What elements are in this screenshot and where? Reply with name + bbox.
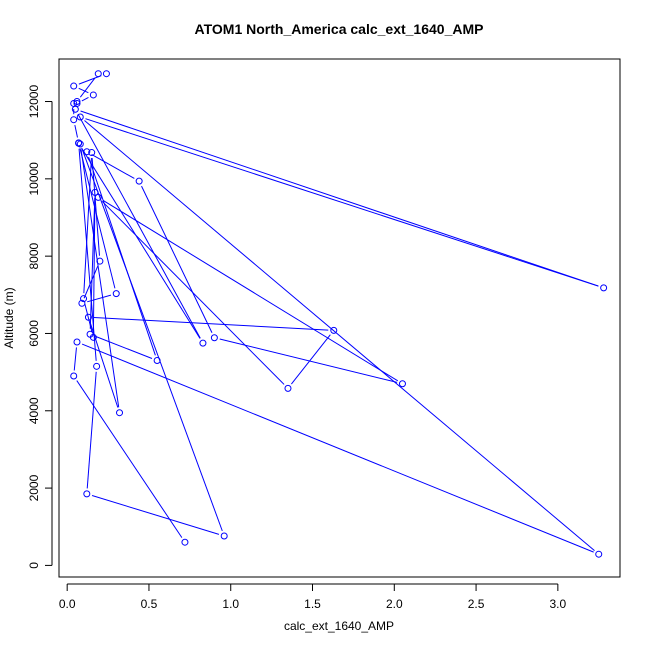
data-point <box>220 532 228 540</box>
data-point <box>73 98 81 106</box>
data-point <box>153 357 161 365</box>
data-point <box>116 409 124 417</box>
series-segment <box>84 120 595 552</box>
data-point <box>284 384 292 392</box>
series-segment <box>77 113 201 339</box>
data-point <box>398 380 406 388</box>
data-point <box>330 326 338 334</box>
series-segment <box>91 495 220 535</box>
series-segment <box>76 380 183 538</box>
data-point <box>96 257 104 265</box>
y-tick-label: 0 <box>27 562 41 569</box>
data-point <box>73 338 81 346</box>
data-point <box>181 538 189 546</box>
y-axis-label: Altitude (m) <box>2 287 16 348</box>
data-point <box>83 148 91 156</box>
data-point <box>210 334 218 342</box>
x-tick-label: 1.5 <box>304 597 321 611</box>
series-segment <box>78 87 89 94</box>
data-point <box>76 140 84 148</box>
y-axis: 0 2000 4000 6000 8000 10000 12000 <box>27 85 53 569</box>
series-segment <box>92 197 96 332</box>
y-tick-label: 4000 <box>27 397 41 424</box>
series-segment <box>81 147 201 339</box>
series-segment <box>73 347 77 371</box>
series-segment <box>86 371 97 489</box>
data-point <box>89 91 97 99</box>
series-segment <box>79 148 116 289</box>
series-segment <box>81 149 223 532</box>
data-point <box>89 333 97 341</box>
series-segment <box>89 197 96 329</box>
data-point <box>600 284 608 292</box>
data-point <box>94 193 102 201</box>
series-segment <box>83 158 92 294</box>
series-segment <box>74 124 78 138</box>
x-tick-label: 2.5 <box>468 597 485 611</box>
data-point <box>83 490 91 498</box>
data-point <box>595 550 603 558</box>
data-point <box>102 70 110 78</box>
x-tick-label: 3.0 <box>550 597 567 611</box>
series-segment <box>89 322 119 408</box>
chart-title: ATOM1 North_America calc_ext_1640_AMP <box>195 21 484 37</box>
data-point <box>94 70 102 78</box>
series-segment <box>80 110 599 287</box>
y-tick-label: 8000 <box>27 242 41 269</box>
series-segment <box>141 185 213 333</box>
series-segment <box>95 335 153 359</box>
y-tick-label: 12000 <box>27 85 41 119</box>
series-segment <box>290 334 331 385</box>
x-tick-label: 1.0 <box>222 597 239 611</box>
y-tick-label: 6000 <box>27 320 41 347</box>
data-point <box>70 82 78 90</box>
x-tick-label: 2.0 <box>386 597 403 611</box>
data-point <box>78 299 86 307</box>
series-segment <box>83 266 99 299</box>
data-point <box>199 339 207 347</box>
series-segment <box>80 149 120 408</box>
y-tick-label: 10000 <box>27 162 41 196</box>
data-point <box>76 113 84 121</box>
series-segment <box>91 157 100 256</box>
series-segment <box>81 97 89 102</box>
series-segment <box>85 118 599 287</box>
series-segment <box>219 338 398 383</box>
data-point <box>73 99 81 107</box>
plot-frame <box>58 58 621 578</box>
data-point <box>93 362 101 370</box>
series-segment <box>84 303 93 333</box>
data-point <box>70 116 78 124</box>
series-segment <box>79 77 96 98</box>
x-axis-label: calc_ext_1640_AMP <box>284 619 394 633</box>
data-point <box>84 313 92 321</box>
series-segment <box>102 199 399 382</box>
data-point <box>112 290 120 298</box>
series-segment <box>81 343 594 553</box>
series-segment <box>87 294 112 303</box>
data-point <box>135 177 143 185</box>
x-tick-label: 0.5 <box>141 597 158 611</box>
series-segment <box>88 156 156 356</box>
data-point <box>70 372 78 380</box>
data-point <box>75 139 83 147</box>
x-tick-label: 0.0 <box>59 597 76 611</box>
data-point <box>88 149 96 157</box>
series-segment <box>91 154 135 179</box>
series-segment <box>93 317 329 331</box>
data-point <box>91 188 99 196</box>
data-point <box>80 295 88 303</box>
x-axis: 0.0 0.5 1.0 1.5 2.0 2.5 3.0 <box>59 583 567 611</box>
series-layer <box>70 70 608 558</box>
y-tick-label: 2000 <box>27 474 41 501</box>
